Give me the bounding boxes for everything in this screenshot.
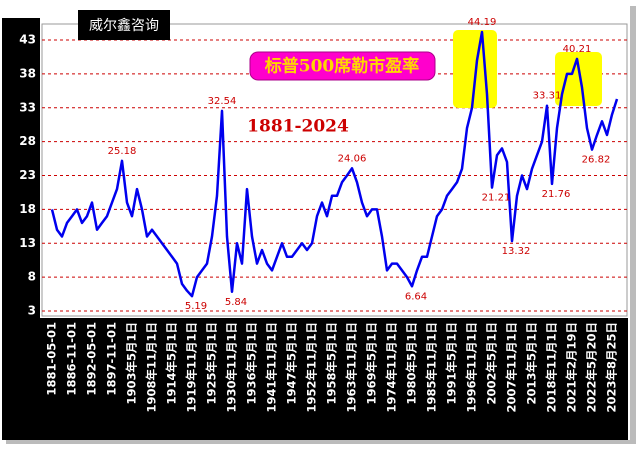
y-tick-label: 3 (28, 304, 36, 318)
x-tick-label: 1963年11月1日 (345, 322, 359, 413)
x-tick-label: 1908年11月1日 (145, 322, 159, 413)
brand: 威尔鑫咨询 (89, 17, 159, 34)
x-tick-label: 1903年5月1日 (125, 322, 139, 405)
y-tick-label: 38 (19, 66, 36, 80)
x-tick-label: 1980年5月1日 (405, 322, 419, 405)
x-tick-label: 1886-11-01 (65, 322, 79, 396)
y-tick-label: 13 (19, 236, 36, 250)
y-tick-label: 18 (19, 202, 36, 216)
value-label: 6.64 (405, 291, 427, 302)
value-label: 32.54 (208, 96, 237, 107)
x-tick-label: 1919年11月1日 (185, 322, 199, 413)
x-tick-label: 1952年11月1日 (305, 322, 319, 413)
value-label: 44.19 (468, 17, 497, 28)
x-tick-label: 2021年2月19日 (565, 322, 579, 413)
x-tick-label: 1930年11月1日 (225, 322, 239, 413)
x-tick-label: 1947年5月1日 (285, 322, 299, 405)
subtitle: 1881-2024 (247, 117, 349, 137)
chart-title: 标普500席勒市盈率 (265, 56, 420, 77)
value-label: 21.21 (482, 193, 511, 204)
value-label: 40.21 (563, 44, 592, 55)
highlight (555, 52, 602, 106)
value-label: 5.19 (185, 301, 207, 312)
x-tick-label: 1881-05-01 (45, 322, 59, 396)
x-tick-label: 1991年5月1日 (445, 322, 459, 405)
x-tick-label: 1936年5月1日 (245, 322, 259, 405)
x-axis-panel (40, 318, 628, 440)
y-tick-label: 43 (19, 33, 36, 47)
x-tick-label: 1985年11月1日 (425, 322, 439, 413)
x-tick-label: 1969年5月1日 (365, 322, 379, 405)
x-tick-label: 1914年5月1日 (165, 322, 179, 405)
x-tick-label: 1958年5月1日 (325, 322, 339, 405)
x-tick-label: 2018年11月1日 (545, 322, 559, 413)
brand-box (78, 10, 170, 40)
x-tick-label: 2023年8月25日 (605, 322, 619, 413)
x-tick-label: 2013年5月1日 (525, 322, 539, 405)
y-tick-label: 8 (28, 270, 36, 284)
value-label: 13.32 (502, 246, 531, 257)
y-axis-panel (2, 18, 40, 440)
x-tick-label: 2002年5月1日 (485, 322, 499, 405)
x-tick-label: 1892-05-01 (85, 322, 99, 396)
value-label: 21.76 (542, 189, 571, 200)
x-tick-label: 1925年5月1日 (205, 322, 219, 405)
x-tick-label: 1941年11月1日 (265, 322, 279, 413)
x-tick-label: 1974年11月1日 (385, 322, 399, 413)
series-line (50, 30, 619, 298)
value-label: 26.82 (582, 155, 611, 166)
y-tick-label: 33 (19, 100, 36, 114)
x-tick-label: 1996年11月1日 (465, 322, 479, 413)
x-tick-label: 2007年11月1日 (505, 322, 519, 413)
x-tick-label: 2022年5月20日 (585, 322, 599, 413)
title-box (249, 51, 436, 81)
value-label: 5.84 (225, 297, 247, 308)
x-tick-label: 1897-11-01 (105, 322, 119, 396)
y-tick-label: 28 (19, 134, 36, 148)
value-label: 25.18 (108, 146, 137, 157)
value-label: 33.31 (533, 91, 562, 102)
value-label: 24.06 (338, 153, 367, 164)
y-tick-label: 23 (19, 168, 36, 182)
